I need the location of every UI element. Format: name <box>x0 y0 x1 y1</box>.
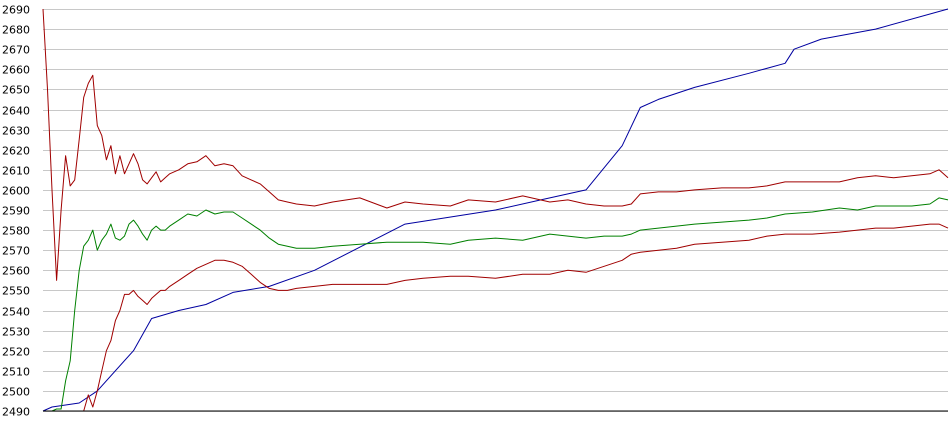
series-line-3 <box>43 197 949 412</box>
series-line-2 <box>42 8 949 281</box>
y-tick-label-2520: 2520 <box>2 346 30 359</box>
y-tick-label-2530: 2530 <box>2 326 30 339</box>
y-tick-label-2600: 2600 <box>2 185 30 198</box>
gridlines <box>43 9 948 412</box>
series-line-1 <box>42 8 949 412</box>
y-tick-label-2590: 2590 <box>2 205 30 218</box>
y-tick-label-2610: 2610 <box>2 165 30 178</box>
y-tick-label-2650: 2650 <box>2 84 30 97</box>
y-tick-label-2680: 2680 <box>2 24 30 37</box>
y-tick-label-2580: 2580 <box>2 225 30 238</box>
y-tick-label-2630: 2630 <box>2 125 30 138</box>
series-line-4 <box>43 223 949 412</box>
y-tick-label-2690: 2690 <box>2 4 30 17</box>
y-tick-label-2540: 2540 <box>2 306 30 319</box>
y-axis-tick-labels: 2490 2500 2510 2520 2530 2540 2550 2560 2570 2580… <box>2 4 30 419</box>
y-tick-label-2560: 2560 <box>2 265 30 278</box>
y-tick-label-2570: 2570 <box>2 245 30 258</box>
y-tick-label-2550: 2550 <box>2 285 30 298</box>
y-tick-label-2620: 2620 <box>2 145 30 158</box>
series-lines <box>42 8 949 412</box>
y-tick-label-2510: 2510 <box>2 366 30 379</box>
y-tick-label-2640: 2640 <box>2 105 30 118</box>
y-tick-label-2500: 2500 <box>2 386 30 399</box>
y-tick-label-2490: 2490 <box>2 406 30 419</box>
y-tick-label-2670: 2670 <box>2 44 30 57</box>
y-tick-label-2660: 2660 <box>2 64 30 77</box>
